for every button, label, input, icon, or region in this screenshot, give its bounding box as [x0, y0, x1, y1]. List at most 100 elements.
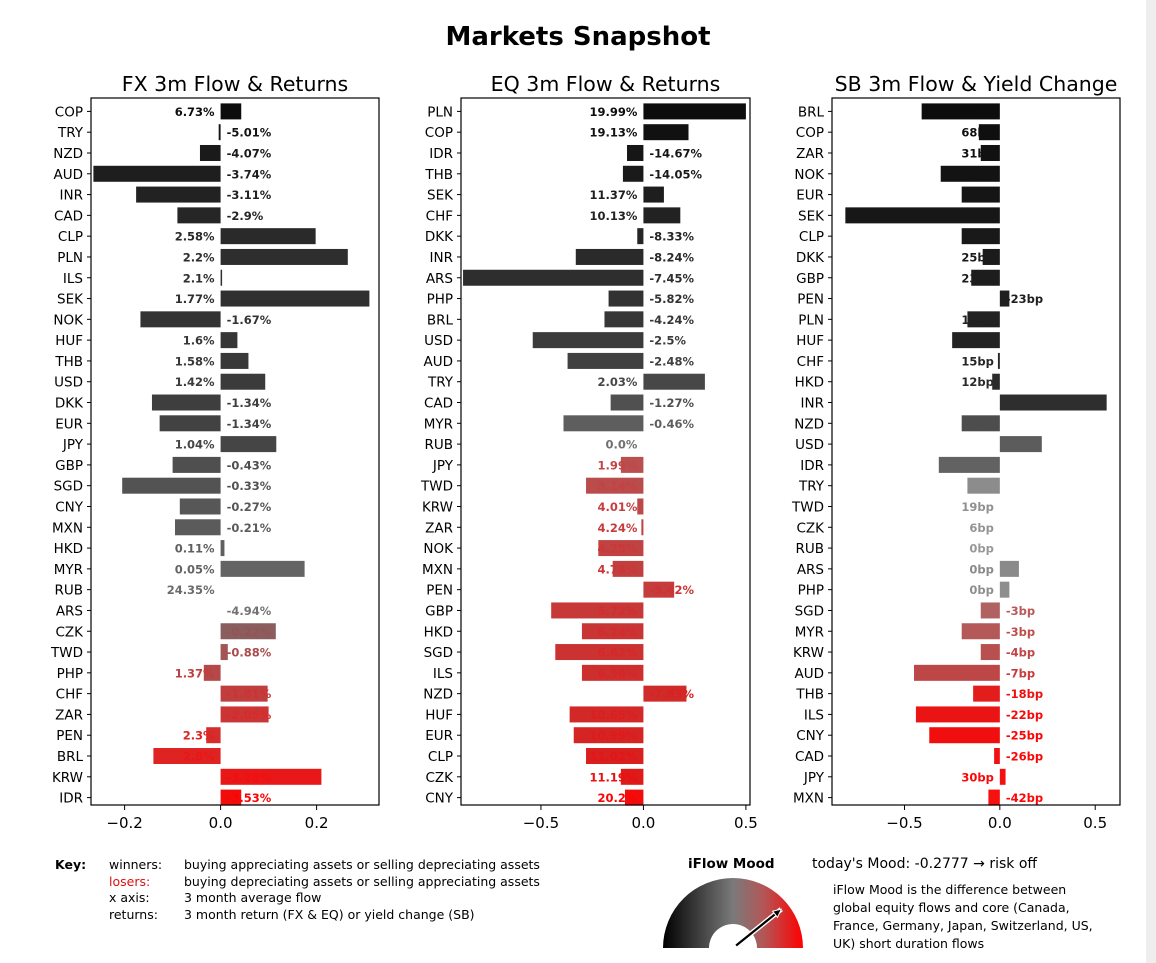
bar-chf — [997, 352, 1000, 369]
bar-nzd — [961, 415, 1000, 432]
bar-php — [203, 664, 221, 681]
bar-mxn — [612, 560, 644, 577]
value-label: -4.94% — [227, 604, 272, 618]
bar-myr — [563, 415, 644, 432]
bar-jpy — [620, 456, 644, 473]
chart-panel-2: EQ 3m Flow & Returns PLN 19.99% COP 19.13% ID… — [420, 72, 758, 832]
category-label: CAD — [795, 749, 824, 765]
bar-inr — [136, 186, 221, 203]
bar-pln — [967, 311, 1000, 328]
value-label: -3.28% — [227, 770, 272, 784]
value-label: 17bp — [961, 334, 993, 348]
chart-title: SB 3m Flow & Yield Change — [835, 72, 1118, 96]
category-label: COP — [796, 125, 824, 141]
value-label: 4.25% — [598, 542, 638, 556]
bar-thb — [220, 352, 249, 369]
bar-nok — [598, 540, 644, 557]
bar-brl — [153, 748, 221, 765]
bar-sek — [643, 186, 664, 203]
value-label: -5.01% — [227, 126, 272, 140]
value-label: -3.74% — [227, 167, 272, 181]
category-label: BRL — [798, 104, 825, 120]
value-label: -0.46% — [649, 417, 694, 431]
bar-twd — [220, 644, 228, 661]
value-label: -3bp — [1006, 625, 1035, 639]
value-label: 155bp — [953, 105, 993, 119]
value-label: 28bp — [961, 167, 993, 181]
category-label: THB — [424, 167, 453, 183]
value-label: -10bp — [1006, 396, 1043, 410]
category-label: MXN — [52, 520, 83, 536]
category-label: NZD — [794, 416, 824, 432]
category-label: MYR — [424, 416, 453, 432]
category-label: TRY — [798, 479, 825, 495]
plot-frame — [831, 97, 1121, 806]
category-label: CLP — [58, 229, 83, 245]
bar-ils — [581, 664, 644, 681]
bar-pen — [999, 290, 1010, 307]
value-label: 10.99% — [590, 729, 638, 743]
category-label: CNY — [796, 728, 825, 744]
bar-cny — [179, 498, 221, 515]
x-tick-label: 0.0 — [988, 814, 1012, 832]
chart-title: FX 3m Flow & Returns — [122, 72, 348, 96]
category-label: KRW — [422, 499, 453, 515]
category-label: INR — [430, 250, 453, 266]
category-label: SGD — [795, 603, 824, 619]
value-label: 0bp — [969, 542, 993, 556]
bar-ars — [999, 560, 1019, 577]
value-label: 26bp — [961, 230, 993, 244]
category-label: NOK — [794, 167, 825, 183]
category-label: PEN — [426, 583, 453, 599]
x-tick-label: 0.2 — [305, 814, 329, 832]
value-label: 28bp — [961, 188, 993, 202]
category-label: USD — [424, 333, 453, 349]
category-label: SEK — [427, 188, 454, 204]
bar-php — [999, 581, 1010, 598]
value-label: 6bp — [969, 521, 993, 535]
value-label: -0.88% — [227, 646, 272, 660]
bar-cad — [610, 394, 644, 411]
category-label: ILS — [433, 666, 453, 682]
bar-huf — [220, 332, 238, 349]
value-label: -5.82% — [649, 292, 694, 306]
category-label: PEN — [797, 292, 824, 308]
bar-zar — [220, 706, 269, 723]
category-label: CZK — [55, 624, 84, 640]
value-label: 1.58% — [175, 354, 215, 368]
category-label: PLN — [798, 312, 824, 328]
value-label: -14.67% — [649, 146, 702, 160]
category-label: INR — [60, 188, 83, 204]
value-label: -2.05% — [227, 708, 272, 722]
category-label: KRW — [793, 645, 824, 661]
value-label: 31bp — [961, 146, 993, 160]
bar-idr — [627, 144, 644, 161]
value-label: 1.42% — [175, 375, 215, 389]
category-label: CNY — [55, 499, 84, 515]
category-label: ARS — [426, 271, 453, 287]
bar-twd — [586, 477, 644, 494]
key-term: x axis: — [109, 890, 150, 905]
value-label: 6.73% — [175, 105, 215, 119]
value-label: -8.33% — [649, 230, 694, 244]
bar-idr — [938, 456, 1000, 473]
value-label: 2.3% — [183, 729, 215, 743]
value-label: 28bp — [961, 209, 993, 223]
key-term: winners: — [109, 857, 163, 872]
bar-nzd — [199, 144, 221, 161]
value-label: 10.65% — [590, 708, 638, 722]
category-label: BRL — [427, 312, 454, 328]
value-label: 6.62% — [598, 646, 638, 660]
value-label: -1.34% — [227, 396, 272, 410]
category-label: COP — [55, 104, 83, 120]
bar-sek — [220, 290, 370, 307]
bar-sgd — [122, 477, 221, 494]
category-label: ZAR — [55, 707, 83, 723]
bar-chf — [220, 685, 268, 702]
category-label: USD — [54, 375, 83, 391]
bar-gbp — [971, 269, 1000, 286]
bar-brl — [604, 311, 644, 328]
category-label: PLN — [57, 250, 83, 266]
category-label: TRY — [427, 375, 454, 391]
mood-readout: today's Mood: -0.2777 → risk off — [812, 856, 1038, 872]
